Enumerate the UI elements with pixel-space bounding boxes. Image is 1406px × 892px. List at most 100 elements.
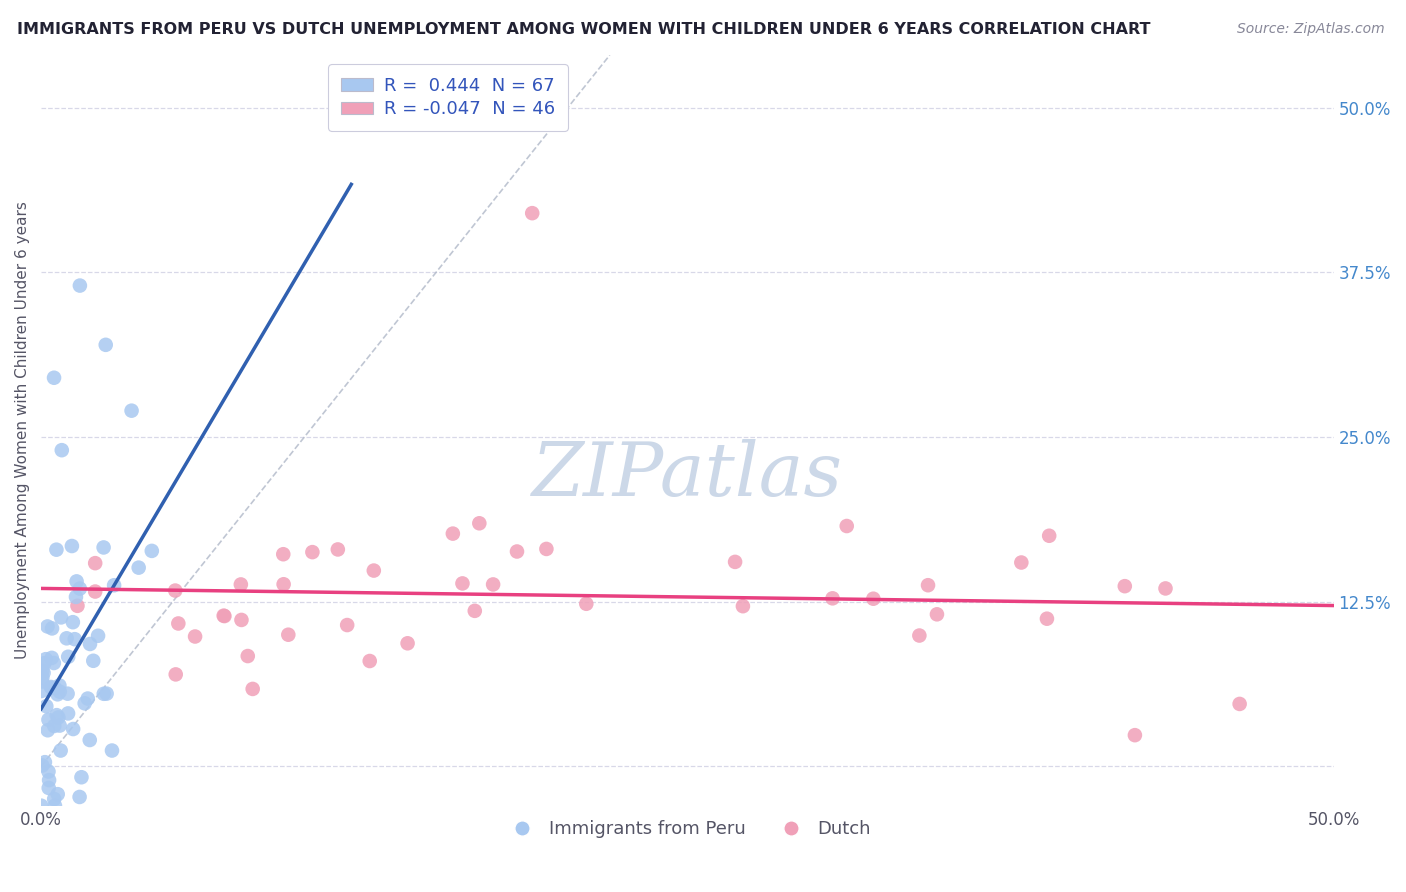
Text: ZIPatlas: ZIPatlas [531,439,842,512]
Point [69,789,91,804]
Point [835,519,858,533]
Point [1038,529,1060,543]
Point [214,609,236,624]
Point [63,632,86,647]
Point [536,541,558,556]
Point [48,684,70,698]
Point [396,636,419,650]
Point [84,584,107,599]
Point [167,616,190,631]
Point [184,630,207,644]
Point [84,556,107,570]
Point [41,681,63,695]
Point [1010,556,1032,570]
Point [56,706,79,721]
Point [229,577,252,591]
Point [165,583,187,598]
Point [862,591,884,606]
Point [273,577,295,591]
Point [42,370,65,384]
Point [724,555,747,569]
Point [101,743,124,757]
Point [121,403,143,417]
Point [45,542,67,557]
Point [69,278,91,293]
Point [522,206,544,220]
Point [55,632,77,646]
Point [38,780,60,795]
Point [60,539,83,553]
Point [128,560,150,574]
Point [575,597,598,611]
Point [79,733,101,747]
Point [336,618,359,632]
Point [51,443,73,458]
Point [41,651,63,665]
Point [46,687,69,701]
Point [70,770,93,784]
Point [56,687,79,701]
Point [44,719,66,733]
Point [468,516,491,531]
Point [42,656,65,670]
Point [1114,579,1136,593]
Point [925,607,948,622]
Point [82,654,104,668]
Point [236,648,259,663]
Point [44,798,66,813]
Point [451,576,474,591]
Point [271,547,294,561]
Point [39,680,62,694]
Point [49,610,72,624]
Point [44,681,66,695]
Point [464,604,486,618]
Point [48,678,70,692]
Legend: Immigrants from Peru, Dutch: Immigrants from Peru, Dutch [496,813,879,846]
Point [45,708,67,723]
Point [69,582,91,596]
Point [49,743,72,757]
Text: Source: ZipAtlas.com: Source: ZipAtlas.com [1237,22,1385,37]
Point [37,619,59,633]
Point [277,628,299,642]
Point [821,591,844,606]
Point [363,564,385,578]
Point [44,792,66,806]
Point [94,338,117,352]
Point [48,718,70,732]
Point [231,613,253,627]
Point [1123,728,1146,742]
Point [212,608,235,623]
Point [1154,582,1177,596]
Point [31,664,53,678]
Point [93,687,115,701]
Point [482,577,505,591]
Point [65,574,87,589]
Point [731,599,754,614]
Point [62,615,84,630]
Point [66,599,89,613]
Point [35,652,58,666]
Point [34,657,56,671]
Point [96,687,118,701]
Point [65,590,87,604]
Point [79,637,101,651]
Point [73,696,96,710]
Point [31,758,53,772]
Point [48,710,70,724]
Text: IMMIGRANTS FROM PERU VS DUTCH UNEMPLOYMENT AMONG WOMEN WITH CHILDREN UNDER 6 YEA: IMMIGRANTS FROM PERU VS DUTCH UNEMPLOYME… [17,22,1150,37]
Point [1229,697,1251,711]
Point [37,764,59,779]
Point [141,544,163,558]
Point [62,722,84,736]
Point [326,542,349,557]
Point [30,798,52,813]
Point [31,674,53,689]
Point [165,667,187,681]
Point [242,681,264,696]
Point [30,684,52,698]
Point [38,773,60,788]
Point [76,691,98,706]
Point [87,629,110,643]
Point [506,544,529,558]
